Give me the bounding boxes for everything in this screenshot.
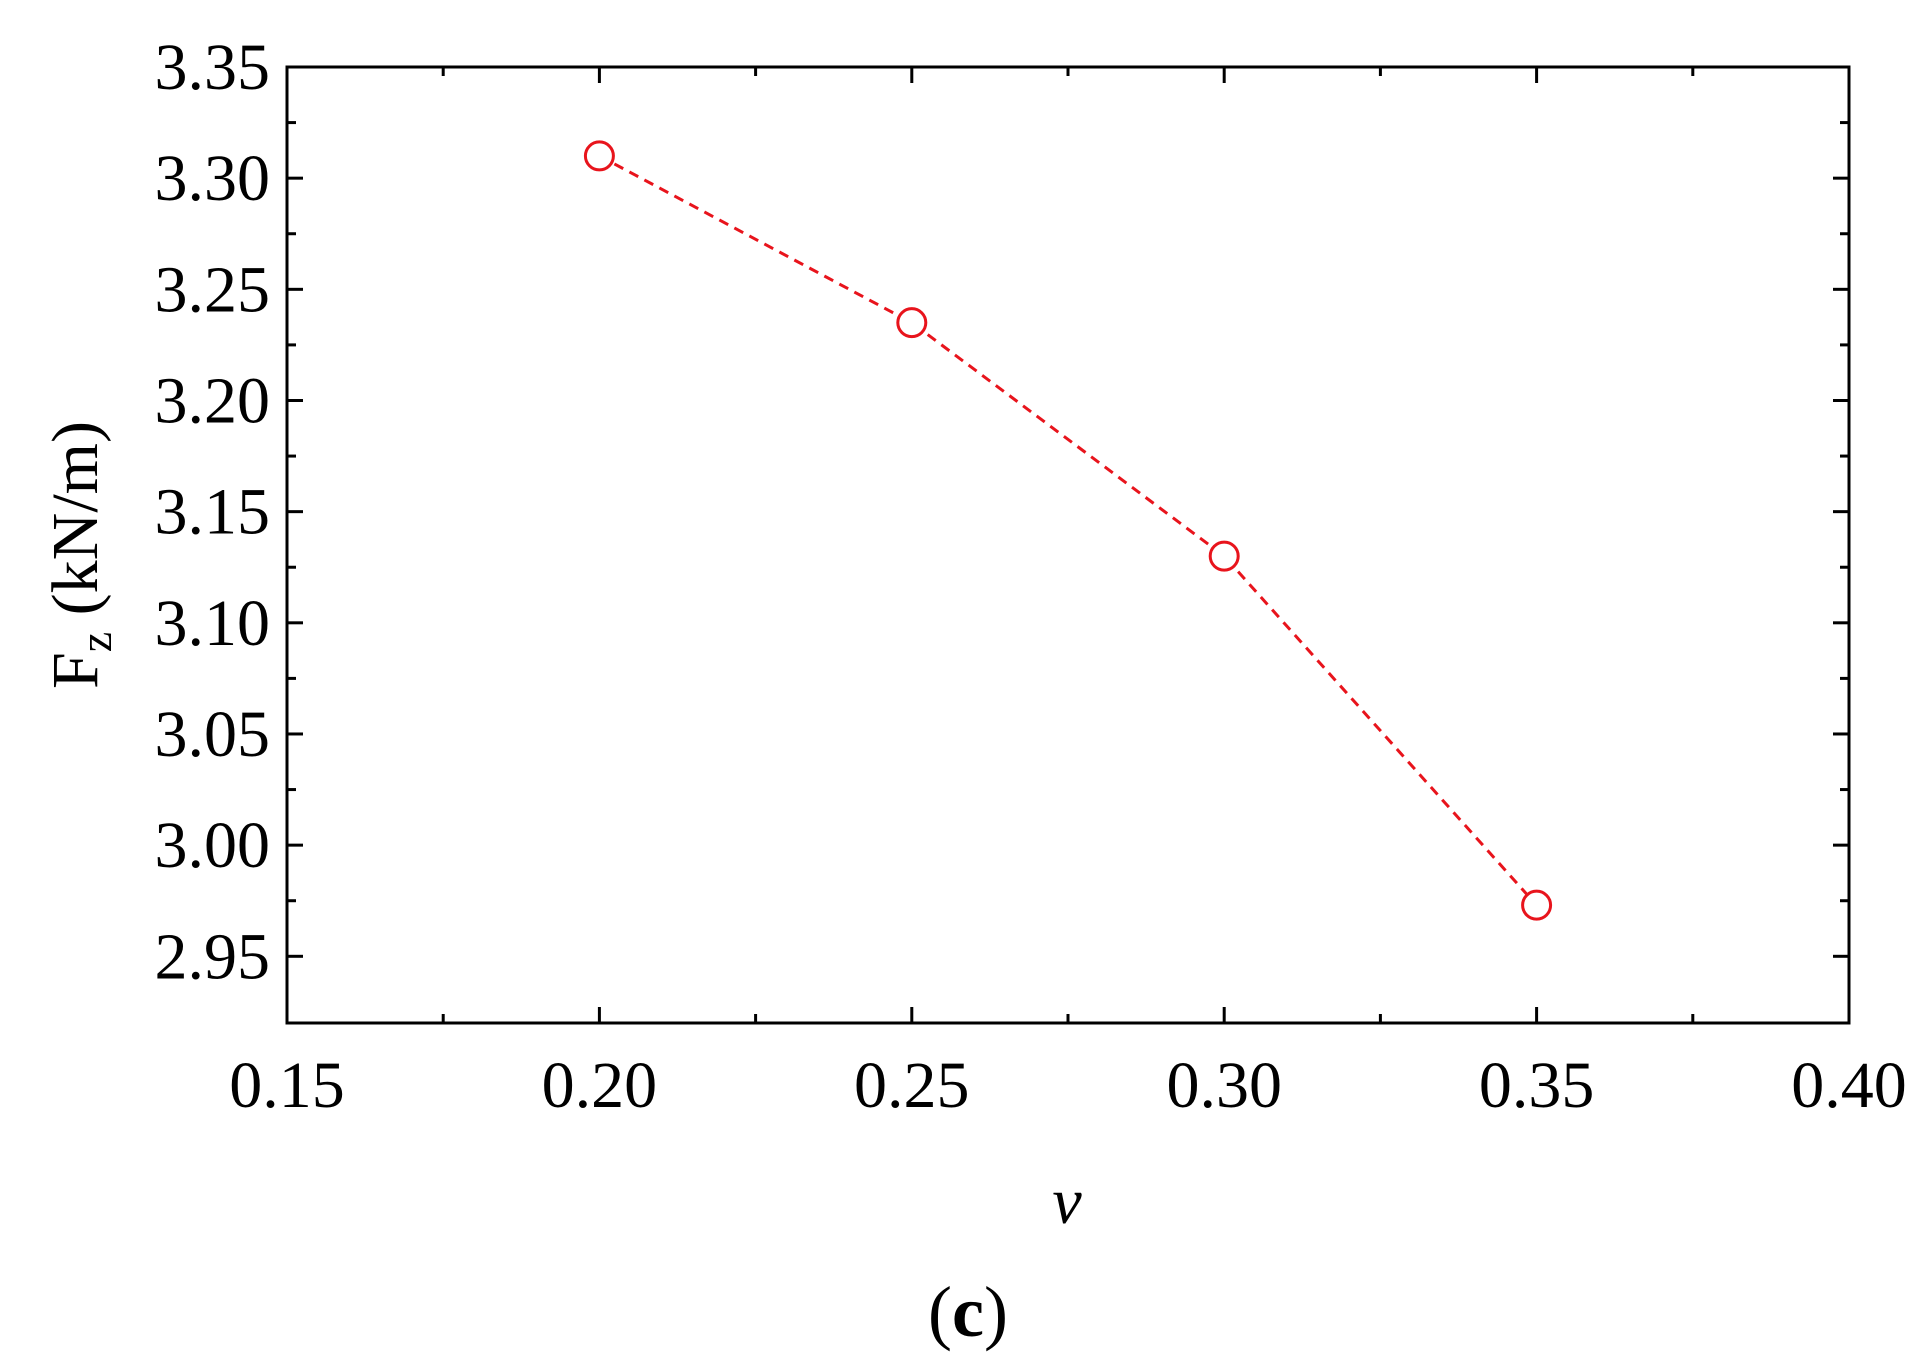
x-tick-label: 0.15 bbox=[229, 1049, 345, 1122]
x-tick-label: 0.20 bbox=[542, 1049, 658, 1122]
x-tick-label: 0.35 bbox=[1479, 1049, 1595, 1122]
panel-label-letter: c bbox=[952, 1272, 984, 1352]
series-layer bbox=[583, 140, 1553, 921]
major-ticks bbox=[285, 65, 1851, 1023]
x-axis-title: ν bbox=[1052, 1165, 1082, 1238]
y-tick-label: 3.25 bbox=[155, 253, 271, 326]
y-tick-labels: 2.95 3.00 3.05 3.10 3.15 3.20 3.25 3.30 3.35 bbox=[155, 31, 271, 993]
y-tick-label: 2.95 bbox=[155, 920, 271, 993]
x-tick-label: 0.30 bbox=[1166, 1049, 1282, 1122]
y-axis-title-unit: (kN/m) bbox=[39, 421, 112, 632]
y-tick-label: 3.00 bbox=[155, 809, 271, 882]
y-tick-label: 3.20 bbox=[155, 364, 271, 437]
x-tick-label: 0.40 bbox=[1791, 1049, 1907, 1122]
data-point bbox=[1521, 889, 1553, 921]
minor-ticks bbox=[287, 67, 1849, 1023]
y-tick-label: 3.05 bbox=[155, 698, 271, 771]
panel-label: (c) bbox=[928, 1272, 1008, 1352]
data-point bbox=[1208, 540, 1240, 572]
y-axis-title-subscript: z bbox=[70, 632, 121, 652]
panel-label-close: ) bbox=[984, 1272, 1008, 1352]
y-axis-title-main: F bbox=[39, 652, 112, 689]
x-tick-label: 0.25 bbox=[854, 1049, 970, 1122]
plot-frame bbox=[285, 65, 1851, 1025]
data-point bbox=[896, 307, 928, 339]
panel-label-open: ( bbox=[928, 1272, 952, 1352]
series-line bbox=[598, 154, 1538, 907]
data-point bbox=[583, 140, 615, 172]
y-tick-label: 3.30 bbox=[155, 142, 271, 215]
y-tick-label: 3.10 bbox=[155, 587, 271, 660]
y-tick-label: 3.35 bbox=[155, 31, 271, 104]
x-tick-labels: 0.15 0.20 0.25 0.30 0.35 0.40 bbox=[229, 1049, 1907, 1122]
y-axis-title: Fz (kN/m) bbox=[39, 421, 121, 689]
y-tick-label: 3.15 bbox=[155, 476, 271, 549]
